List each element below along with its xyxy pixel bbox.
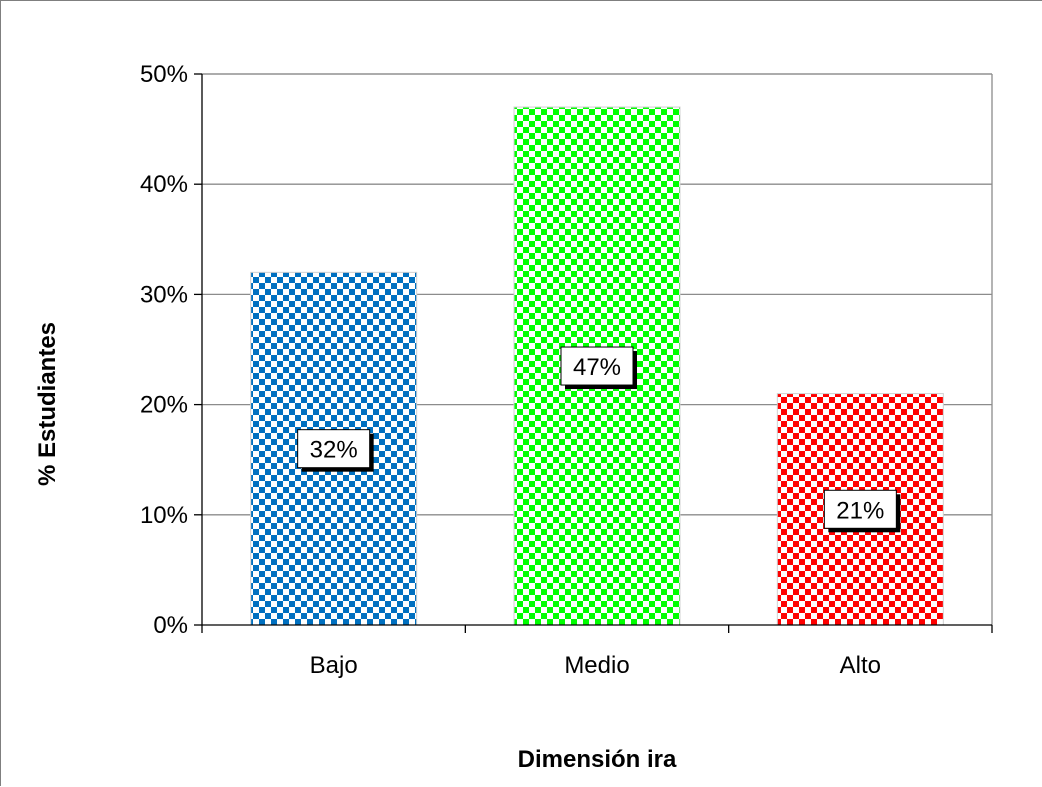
x-tick-label: Alto xyxy=(840,652,881,679)
data-labels: 32% 47% 21% xyxy=(297,346,901,533)
data-label-box xyxy=(297,429,371,469)
data-label: 21% xyxy=(836,497,884,524)
data-label: 32% xyxy=(310,437,358,464)
data-label-box xyxy=(823,489,897,529)
x-axis-title: Dimensión ira xyxy=(518,746,677,773)
data-label: 47% xyxy=(573,354,621,381)
data-label-box xyxy=(560,346,634,386)
axes xyxy=(194,73,993,633)
x-tick-label: Bajo xyxy=(310,652,358,679)
y-tick-label: 40% xyxy=(140,171,188,198)
y-axis-title: % Estudiantes xyxy=(34,322,61,486)
x-tick-label: Medio xyxy=(564,652,629,679)
y-tick-labels: 0% 10% 20% 30% 40% 50% xyxy=(140,61,188,639)
y-tick-label: 30% xyxy=(140,281,188,308)
y-tick-label: 10% xyxy=(140,502,188,529)
y-tick-label: 50% xyxy=(140,61,188,88)
y-tick-label: 0% xyxy=(153,612,188,639)
x-tick-labels: Bajo Medio Alto xyxy=(310,652,881,679)
y-tick-label: 20% xyxy=(140,392,188,419)
